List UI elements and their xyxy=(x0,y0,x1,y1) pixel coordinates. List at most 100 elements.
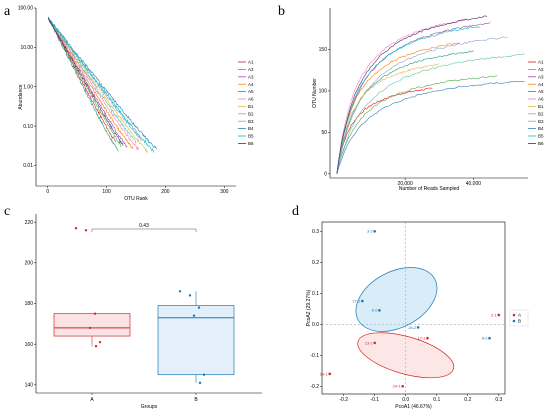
pcoa-point xyxy=(361,299,364,303)
y-tick-label-d: -0.1 xyxy=(310,353,319,359)
boxplot: 140 160 180 200 220 A B Groups 0.43 xyxy=(25,214,262,410)
abundance-line-b3 xyxy=(48,18,142,142)
panel-b: b 20,000 40,000 0 50 100 150 Number of Reads S… xyxy=(278,4,544,192)
legend-label-b: A6 xyxy=(538,97,544,102)
pcoa-point-label: 17-1 xyxy=(417,336,426,341)
data-point-a xyxy=(84,229,88,232)
panel-label-d: d xyxy=(292,204,299,219)
y-tick-label-b: 50 xyxy=(321,130,327,136)
pcoa-point-label: 17-2 xyxy=(352,298,361,303)
significance-bracket xyxy=(91,228,197,232)
y-tick-label-a: 100.00 xyxy=(18,6,34,12)
legend-label-a: A1 xyxy=(248,60,254,65)
pcoa-point xyxy=(378,309,381,312)
pcoa-point xyxy=(373,341,377,345)
x-tick-label-d: 0.3 xyxy=(495,397,502,403)
y-tick-label-b: 150 xyxy=(319,47,328,53)
abundance-line-a5 xyxy=(48,17,119,152)
legend-label-a: A5 xyxy=(248,89,254,94)
panel-label-a: a xyxy=(4,4,11,19)
legend-label-a: B5 xyxy=(248,134,254,139)
p-value-annotation: 0.43 xyxy=(139,223,149,229)
rarefaction-line-b3 xyxy=(336,36,508,174)
x-tick-label-c: A xyxy=(90,397,94,403)
x-tick-label-b: 40,000 xyxy=(466,181,482,187)
data-point-b xyxy=(197,306,201,309)
rarefaction-line-b4 xyxy=(336,80,525,174)
pcoa-point xyxy=(373,229,377,233)
data-point-b xyxy=(198,381,202,385)
box-a xyxy=(53,313,131,337)
pcoa-point-label: 13-1 xyxy=(365,340,374,345)
abundance-plot: 0 100 200 300 100.00 10.00 1.00 0.10 0.01 OTU Ran… xyxy=(18,6,254,202)
legend-label-b: A4 xyxy=(538,82,544,87)
legend-label-a: A6 xyxy=(248,97,254,102)
panel-label-c: c xyxy=(4,204,10,219)
y-tick-label-c: 220 xyxy=(25,220,34,226)
y-tick-label-c: 160 xyxy=(25,342,34,348)
legend-label-b: B6 xyxy=(538,141,544,146)
pcoa-point-label: 2-1 xyxy=(491,312,498,317)
x-axis-label-b: Number of Reads Sampled xyxy=(399,186,460,192)
y-tick-label-d: -0.2 xyxy=(310,384,319,390)
x-tick-label-d: -0.2 xyxy=(339,397,348,403)
rarefaction-line-a6 xyxy=(336,18,467,174)
y-tick-label-c: 200 xyxy=(25,261,34,267)
rarefaction-line-b6 xyxy=(336,15,488,174)
pcoa-point xyxy=(401,384,404,388)
pcoa-point-label: 29-1 xyxy=(320,371,329,376)
legend-label-a: B1 xyxy=(248,104,254,109)
abundance-line-b6 xyxy=(48,17,124,146)
pcoa-point xyxy=(416,326,420,329)
pcoa-plot: -0.2 -0.1 0.0 0.1 0.2 0.3 -0.2 -0.1 0.0 0.1 0.2 0.3… xyxy=(306,221,529,410)
data-point-b xyxy=(202,373,206,376)
y-tick-label-c: 140 xyxy=(25,383,34,389)
data-point-b xyxy=(178,290,182,293)
x-tick-label-c: B xyxy=(194,397,198,403)
y-axis-label-d: PcoA2 (29.27%) xyxy=(306,289,312,326)
pcoa-point xyxy=(328,372,332,376)
x-tick-label-b: 20,000 xyxy=(397,181,413,187)
legend-label-b: B1 xyxy=(538,104,544,109)
rarefaction-line-a3 xyxy=(336,22,491,174)
y-tick-label-d: 0.2 xyxy=(312,260,319,266)
panel-d: d -0.2 -0.1 0.0 0.1 0.2 0.3 -0.2 -0.1 0.0 0.1 0.2 0… xyxy=(292,204,529,410)
pcoa-point-label: 24-1 xyxy=(393,384,402,389)
y-tick-label-a: 0.10 xyxy=(23,124,33,130)
x-tick-label-d: -0.1 xyxy=(370,397,379,403)
y-tick-label-d: 0.1 xyxy=(312,291,319,297)
x-tick-label-a: 100 xyxy=(102,189,111,195)
x-axis-label-d: PcoA1 (46.67%) xyxy=(395,404,432,410)
pcoa-point-label: 6-2 xyxy=(372,308,379,313)
pcoa-point-label: 18-2 xyxy=(408,325,417,330)
legend-label-b: A1 xyxy=(538,60,544,65)
data-point-a xyxy=(93,312,97,315)
legend-label-a: B4 xyxy=(248,126,254,131)
y-tick-label-a: 10.00 xyxy=(20,45,33,51)
plot-frame-d xyxy=(321,221,506,395)
abundance-line-a6 xyxy=(48,18,140,151)
rarefaction-line-a2 xyxy=(336,75,498,174)
legend-label-d: A xyxy=(518,313,521,318)
x-tick-label-d: 0.1 xyxy=(433,397,440,403)
data-point-a xyxy=(98,340,102,344)
legend-label-b: B5 xyxy=(538,134,544,139)
pcoa-point-label: 3-2 xyxy=(367,229,374,234)
legend-label-b: A2 xyxy=(538,67,544,72)
data-point-a xyxy=(94,345,98,348)
panel-label-b: b xyxy=(278,4,285,19)
x-tick-label-d: 0.2 xyxy=(464,397,471,403)
box-b xyxy=(157,305,235,376)
y-tick-label-d: 0.0 xyxy=(312,322,319,328)
ellipse-group-a xyxy=(357,332,455,379)
legend-label-a: B2 xyxy=(248,111,254,116)
legend-marker-d xyxy=(512,313,516,317)
y-tick-label-c: 180 xyxy=(25,301,34,307)
x-tick-label-a: 200 xyxy=(161,189,170,195)
legend-label-a: A3 xyxy=(248,74,254,79)
abundance-line-b2 xyxy=(48,16,137,144)
panel-a: a 0 100 200 300 100.00 10.00 1.00 0.10 0.01 OTU R… xyxy=(4,4,254,202)
rarefaction-line-a1 xyxy=(336,87,433,174)
y-tick-label-b: 100 xyxy=(319,89,328,95)
